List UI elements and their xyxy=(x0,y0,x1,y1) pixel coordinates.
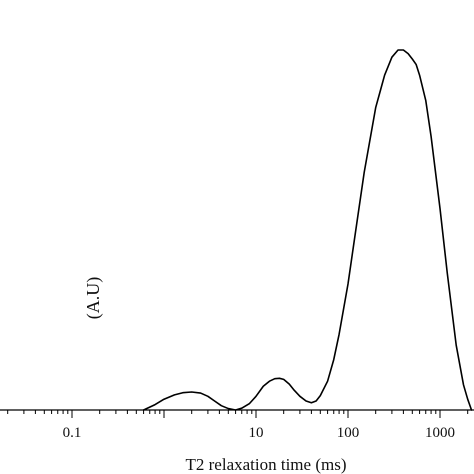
series-line xyxy=(142,49,473,411)
x-tick-label: 1000 xyxy=(425,425,455,441)
x-tick-label: 0.1 xyxy=(63,425,82,441)
x-tick-label: 100 xyxy=(337,425,360,441)
series-group xyxy=(142,49,473,411)
y-axis-label-fragment: (A.U) xyxy=(83,277,104,320)
x-axis-ticks xyxy=(7,410,469,418)
x-tick-label: 10 xyxy=(249,425,264,441)
x-axis-label: T2 relaxation time (ms) xyxy=(186,455,347,474)
x-axis-tick-labels: 0.1 10 100 1000 xyxy=(63,425,455,441)
